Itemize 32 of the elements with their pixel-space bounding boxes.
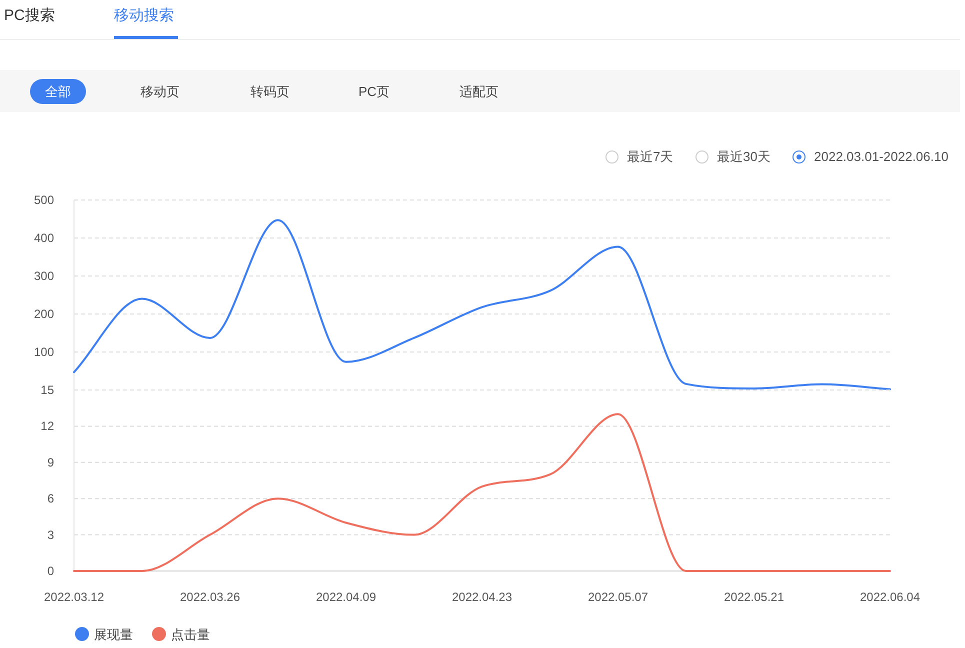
text: 2022.03.01-2022.06.10: [814, 149, 948, 164]
text: 最近7天: [627, 149, 674, 164]
y-tick-label: 9: [47, 455, 54, 470]
y-tick-label: 500: [34, 193, 54, 207]
x-tick-label: 2022.06.04: [860, 590, 920, 604]
y-tick-label: 200: [34, 307, 54, 321]
line-series: [73, 219, 891, 390]
text: PC页: [358, 84, 390, 99]
text: PC搜索: [4, 7, 55, 24]
y-tick-label: 15: [40, 383, 54, 397]
x-tick-label: 2022.03.12: [44, 590, 104, 604]
legend-label: 展现量: [94, 627, 133, 642]
y-tick-label: 3: [47, 528, 54, 542]
x-tick-label: 2022.05.21: [724, 590, 784, 604]
text: 转码页: [250, 84, 290, 99]
y-tick-label: 6: [47, 492, 54, 506]
y-tick-label: 400: [34, 231, 54, 245]
y-tick-label: 12: [40, 419, 54, 434]
x-tick-label: 2022.03.26: [180, 590, 240, 604]
x-tick-label: 2022.04.09: [316, 590, 376, 604]
text: 移动页: [140, 84, 180, 99]
line-series: [73, 413, 891, 572]
x-tick-label: 2022.05.07: [588, 590, 648, 604]
y-tick-label: 0: [47, 564, 54, 578]
text: 适配页: [460, 84, 498, 99]
y-tick-label: 100: [34, 345, 54, 359]
x-tick-label: 2022.04.23: [452, 590, 512, 604]
text: 全部: [45, 84, 71, 99]
legend-label: 点击量: [171, 627, 210, 642]
text: 移动搜索: [114, 7, 174, 24]
y-tick-label: 300: [34, 269, 54, 283]
text: 最近30天: [717, 149, 770, 164]
